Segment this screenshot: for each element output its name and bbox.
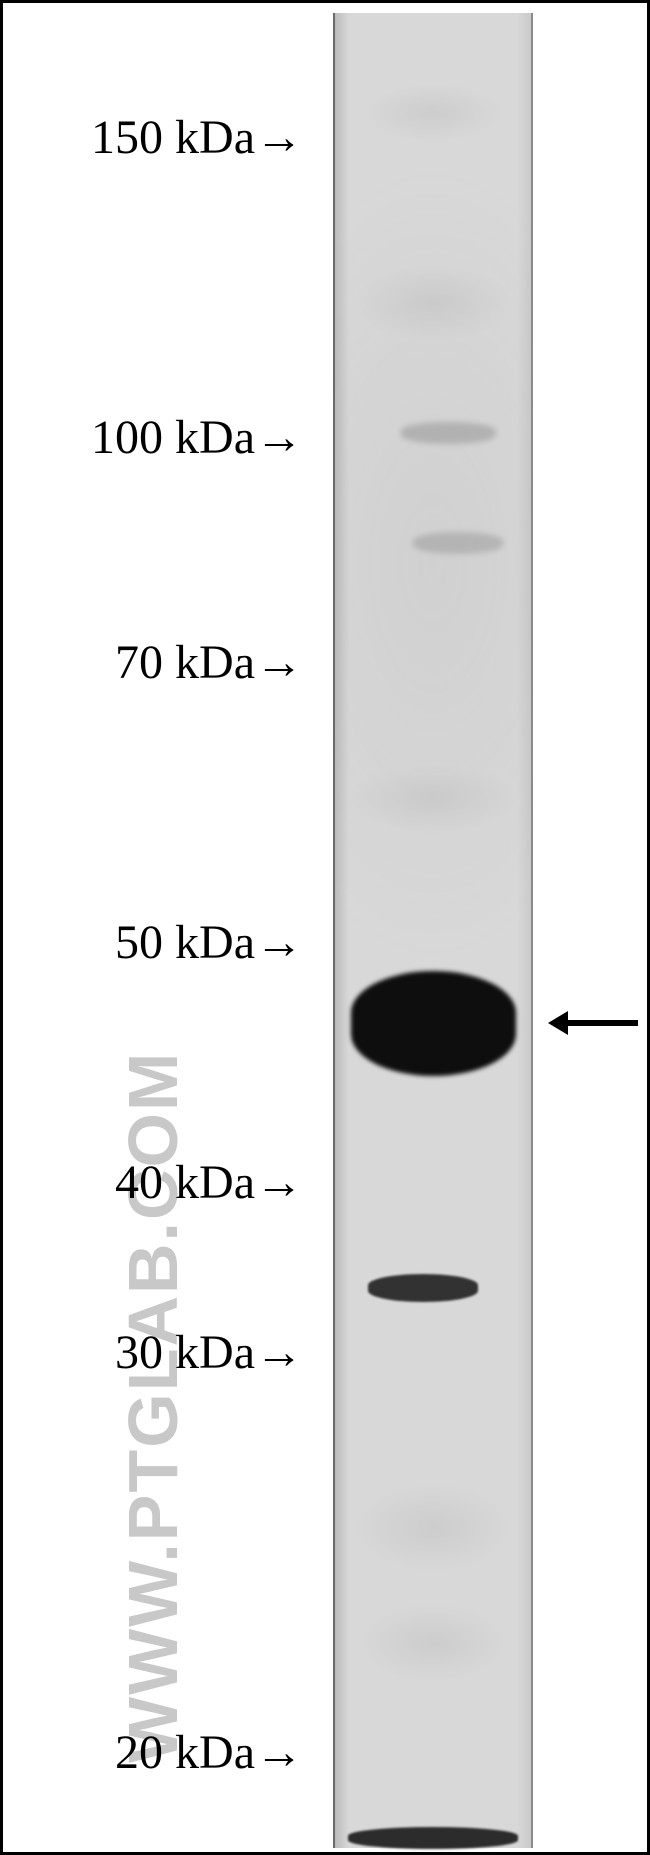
mw-marker-text: 50 kDa [115,916,255,969]
target-band-arrow-icon [548,1003,650,1043]
noise-patch [348,763,518,833]
mw-marker-text: 150 kDa [91,111,255,164]
arrow-right-icon: → [255,414,303,462]
mw-marker-label: 40 kDa→ [43,1159,303,1207]
mw-marker-label: 50 kDa→ [43,919,303,967]
mw-marker-text: 30 kDa [115,1326,255,1379]
mw-marker-label: 70 kDa→ [43,639,303,687]
noise-patch [353,1483,513,1573]
faint-band-100kDa [401,422,496,444]
mw-marker-text: 40 kDa [115,1156,255,1209]
noise-patch [353,263,513,343]
arrow-right-icon: → [255,919,303,967]
arrow-right-icon: → [255,114,303,162]
lane-border-left [333,13,335,1848]
mw-marker-text: 20 kDa [115,1726,255,1779]
target-band-45kDa [351,971,516,1076]
arrow-right-icon: → [255,1329,303,1377]
mw-marker-text: 100 kDa [91,411,255,464]
arrow-right-icon: → [255,639,303,687]
mw-marker-label: 20 kDa→ [43,1729,303,1777]
mw-marker-label: 100 kDa→ [43,414,303,462]
mw-marker-label: 150 kDa→ [43,114,303,162]
lane-border-right [531,13,533,1848]
band-34kDa [368,1274,478,1302]
noise-patch [358,1603,508,1683]
bottom-edge-band [348,1827,518,1849]
noise-patch [363,83,503,143]
faint-band-85kDa [413,532,503,554]
mw-marker-label: 30 kDa→ [43,1329,303,1377]
blot-container: WWW.PTGLAB.COM 150 kDa→100 kDa→70 kDa→50… [0,0,650,1855]
arrow-right-icon: → [255,1159,303,1207]
arrow-right-icon: → [255,1729,303,1777]
mw-marker-text: 70 kDa [115,636,255,689]
